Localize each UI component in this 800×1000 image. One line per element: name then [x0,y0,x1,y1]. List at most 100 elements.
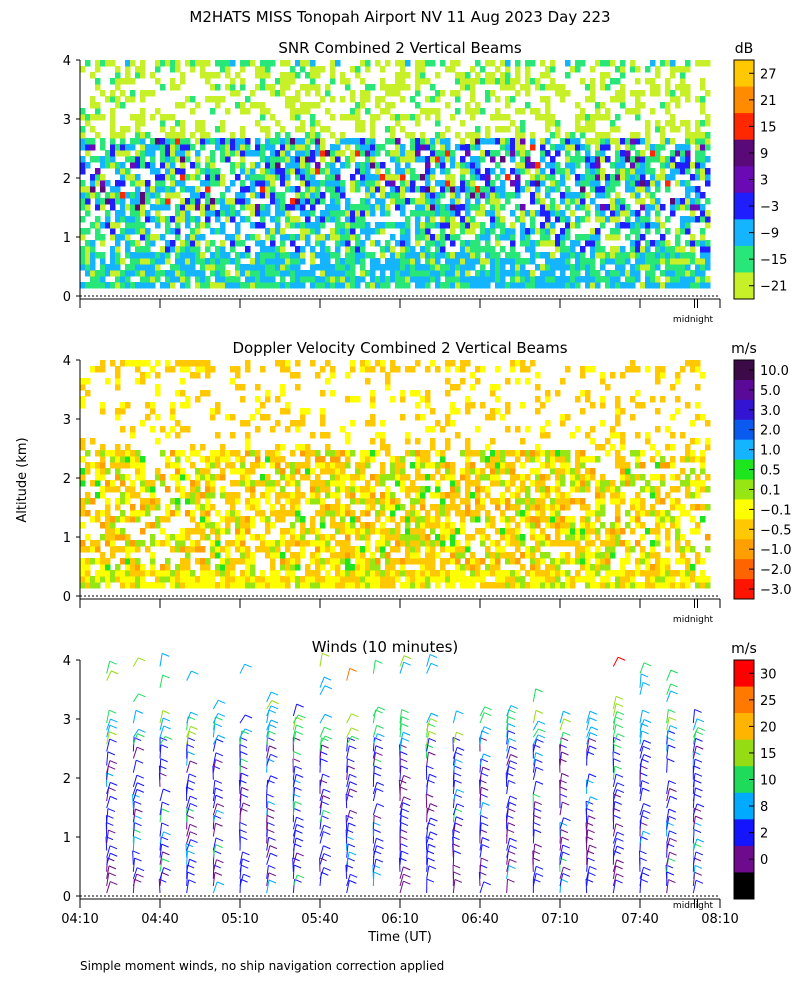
dop-cell [320,504,326,511]
snr-cell [650,78,656,85]
snr-cell [100,264,106,271]
dop-cell [200,576,206,583]
snr-cell [675,168,681,175]
snr-cell [240,132,246,139]
snr-cell [520,270,526,277]
snr-cell [260,144,266,151]
snr-cell [220,222,226,229]
snr-cell [505,258,511,265]
dop-cell [575,468,581,475]
dop-cell [505,576,511,583]
snr-cell [300,180,306,187]
dop-cell [145,372,151,379]
dop-cell [415,540,421,547]
dop-cell [80,510,86,517]
snr-cell [660,60,666,67]
snr-cell [185,276,191,283]
dop-cell [350,552,356,559]
dop-cell [535,582,541,589]
snr-cell [550,276,556,283]
snr-cell [450,240,456,247]
snr-cell [490,60,496,67]
snr-cell [195,138,201,145]
dop-cell [545,462,551,469]
dop-cell [205,360,211,367]
snr-cell [385,102,391,109]
snr-cell [505,270,511,277]
snr-cell [170,78,176,85]
snr-cell [605,216,611,223]
snr-cell [205,60,211,67]
snr-cell [145,162,151,169]
snr-cell [300,258,306,265]
dop-cell [350,480,356,487]
dop-cell [370,582,376,589]
dop-cell [155,384,161,391]
doppler-panel: Doppler Velocity Combined 2 Vertical Bea… [63,339,792,625]
snr-cell [235,234,241,241]
dop-cell [110,516,116,523]
dop-cell [385,552,391,559]
snr-cell [510,252,516,259]
snr-cell [330,156,336,163]
snr-cell [255,222,261,229]
dop-cell [125,474,131,481]
snr-cell [225,72,231,79]
dop-cell [500,456,506,463]
dop-cell [215,510,221,517]
dop-cell [375,510,381,517]
snr-cell [145,90,151,97]
snr-cell [430,204,436,211]
snr-cell [320,180,326,187]
snr-cell [330,66,336,73]
dop-cell [115,528,121,535]
snr-cell [445,276,451,283]
dop-cell [290,528,296,535]
snr-cell [410,138,416,145]
dop-cell [315,582,321,589]
dop-cell [240,474,246,481]
dop-cell [425,552,431,559]
dop-cell [535,372,541,379]
dop-cell [490,480,496,487]
snr-cell [175,144,181,151]
dop-cell [275,546,281,553]
snr-cell [225,276,231,283]
snr-cell [475,192,481,199]
dop-cell [355,474,361,481]
dop-cell [80,402,86,409]
snr-cell [670,204,676,211]
snr-cell [260,72,266,79]
dop-cell [250,414,256,421]
snr-cell [660,282,666,289]
snr-cell [610,252,616,259]
snr-cell [175,276,181,283]
dop-cell [380,498,386,505]
snr-cell [495,258,501,265]
snr-cell [270,180,276,187]
dop-cell [140,474,146,481]
dop-cell [235,372,241,379]
snr-cell [145,264,151,271]
snr-cell [400,204,406,211]
dop-cell [415,510,421,517]
snr-cell [450,210,456,217]
snr-cell [635,138,641,145]
dop-cell [400,462,406,469]
dop-cell [315,486,321,493]
snr-cell [435,120,441,127]
snr-cell [95,66,101,73]
snr-cell [190,264,196,271]
snr-cell [395,168,401,175]
dop-cell [185,570,191,577]
snr-cell [525,258,531,265]
snr-cell [535,108,541,115]
dop-cell [555,582,561,589]
snr-cell [610,228,616,235]
snr-cell [535,198,541,205]
dop-cell [210,450,216,457]
snr-cell [130,114,136,121]
snr-cell [475,186,481,193]
dop-cell [250,516,256,523]
snr-cell [635,222,641,229]
